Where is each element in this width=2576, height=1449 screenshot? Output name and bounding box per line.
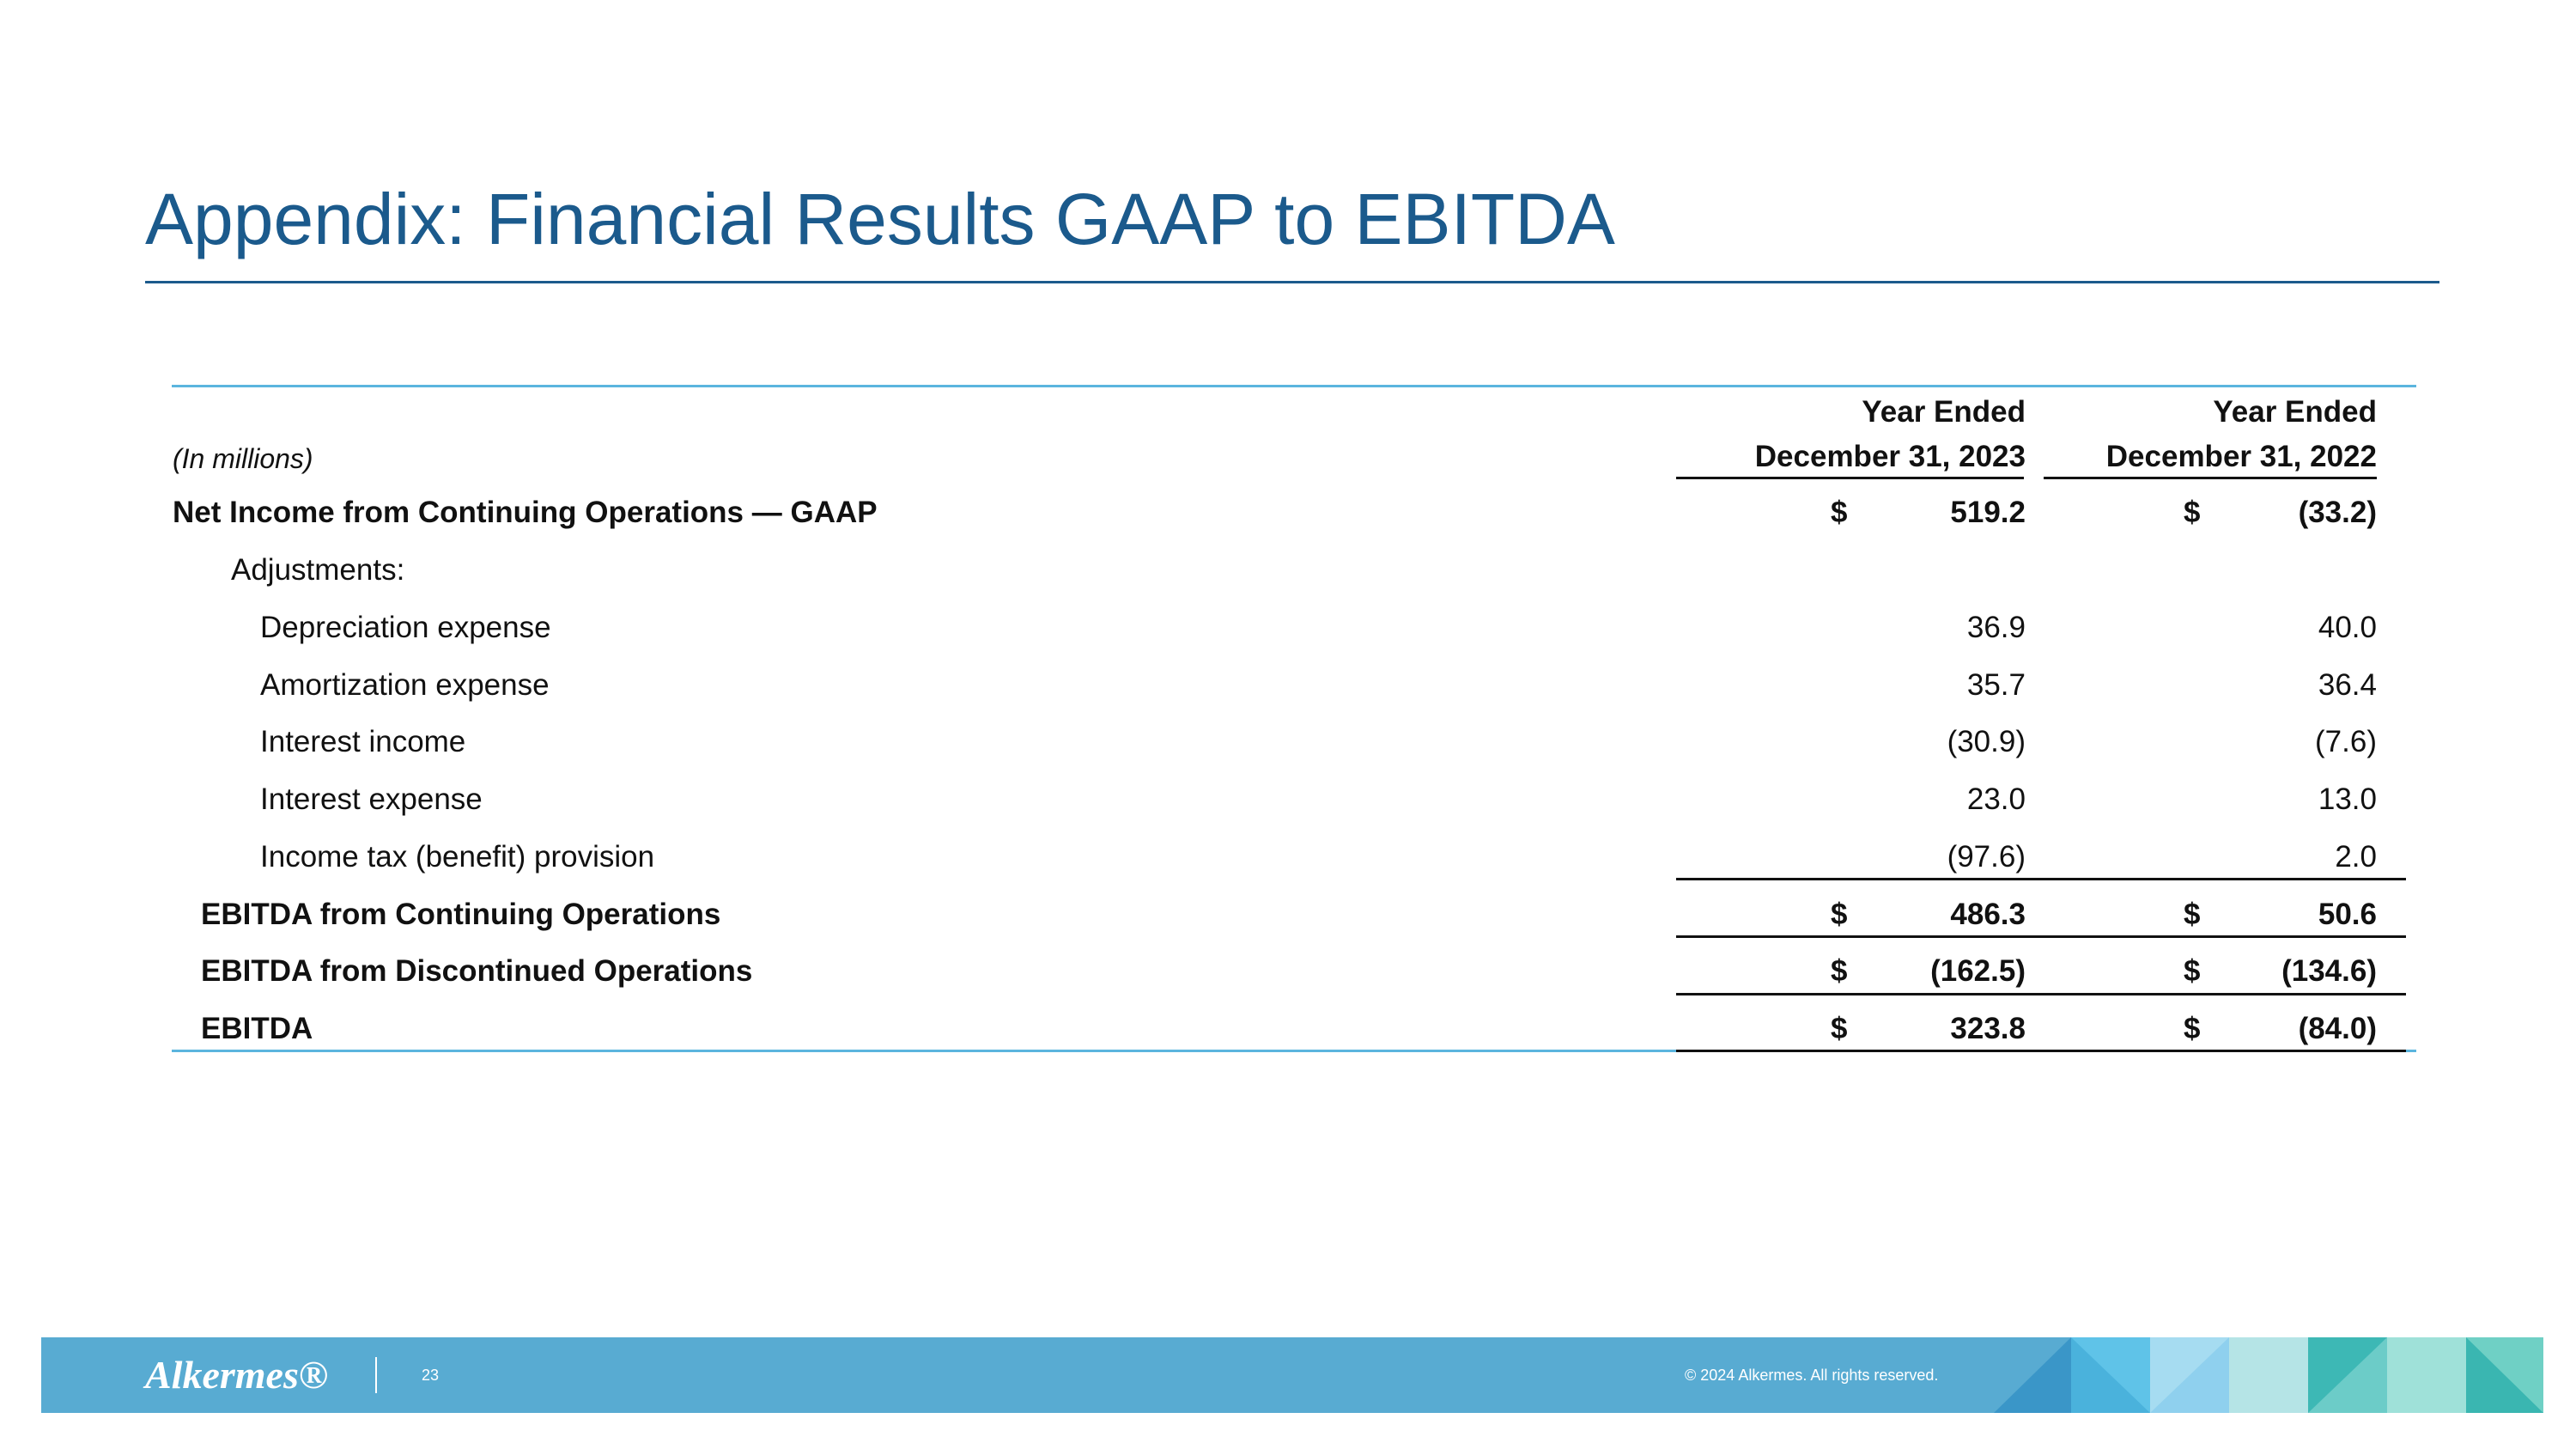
currency: $ bbox=[2184, 1012, 2201, 1045]
header-rule bbox=[1676, 477, 2024, 479]
page-number: 23 bbox=[422, 1367, 440, 1384]
value: (7.6) bbox=[2315, 725, 2377, 758]
row-label: EBITDA bbox=[201, 1012, 313, 1045]
currency: $ bbox=[1831, 898, 1848, 931]
row-label: EBITDA from Continuing Operations bbox=[201, 898, 721, 931]
value: 36.9 bbox=[1966, 611, 2026, 644]
currency: $ bbox=[1831, 1012, 1848, 1045]
footer-separator bbox=[375, 1357, 377, 1393]
column-header: December 31, 2023 bbox=[1754, 440, 2026, 473]
value: 35.7 bbox=[1966, 668, 2026, 702]
row-label: EBITDA from Discontinued Operations bbox=[201, 954, 753, 988]
value: 23.0 bbox=[1966, 782, 2026, 816]
logo: Alkermes® bbox=[145, 1353, 329, 1397]
table-top-rule bbox=[172, 385, 2416, 387]
currency: $ bbox=[1831, 496, 1848, 529]
value: (30.9) bbox=[1947, 725, 2026, 758]
value: 519.2 bbox=[1950, 496, 2026, 529]
value: 323.8 bbox=[1950, 1012, 2026, 1045]
currency: $ bbox=[1831, 954, 1848, 988]
value: 486.3 bbox=[1950, 898, 2026, 931]
value: 50.6 bbox=[2318, 898, 2377, 931]
column-header: Year Ended bbox=[1862, 395, 2026, 429]
table-bottom-rule bbox=[172, 1050, 2416, 1052]
value: (162.5) bbox=[1930, 954, 2026, 988]
slide-title: Appendix: Financial Results GAAP to EBIT… bbox=[145, 179, 1615, 259]
total-rule bbox=[1676, 878, 2406, 880]
currency: $ bbox=[2184, 496, 2201, 529]
footer-decoration bbox=[1994, 1337, 2543, 1413]
value: 13.0 bbox=[2318, 782, 2377, 816]
value: (97.6) bbox=[1947, 840, 2026, 874]
copyright: © 2024 Alkermes. All rights reserved. bbox=[1685, 1367, 1939, 1384]
row-label: Net Income from Continuing Operations — … bbox=[173, 496, 878, 529]
total-rule bbox=[1676, 1050, 2406, 1052]
column-header: December 31, 2022 bbox=[2105, 440, 2377, 473]
currency: $ bbox=[2184, 954, 2201, 988]
value: (134.6) bbox=[2281, 954, 2377, 988]
row-label: Interest income bbox=[260, 725, 466, 758]
row-label: Adjustments: bbox=[231, 553, 405, 587]
currency: $ bbox=[2184, 898, 2201, 931]
row-label: Amortization expense bbox=[260, 668, 550, 702]
value: (33.2) bbox=[2298, 496, 2377, 529]
header-rule bbox=[2044, 477, 2377, 479]
value: 36.4 bbox=[2318, 668, 2377, 702]
total-rule bbox=[1676, 993, 2406, 995]
row-label: Interest expense bbox=[260, 782, 483, 816]
column-header: Year Ended bbox=[2213, 395, 2377, 429]
total-rule bbox=[1676, 935, 2406, 938]
value: (84.0) bbox=[2298, 1012, 2377, 1045]
unit-note: (In millions) bbox=[173, 443, 313, 474]
row-label: Income tax (benefit) provision bbox=[260, 840, 655, 874]
row-label: Depreciation expense bbox=[260, 611, 551, 644]
title-rule bbox=[145, 281, 2439, 283]
value: 2.0 bbox=[2335, 840, 2377, 874]
value: 40.0 bbox=[2318, 611, 2377, 644]
